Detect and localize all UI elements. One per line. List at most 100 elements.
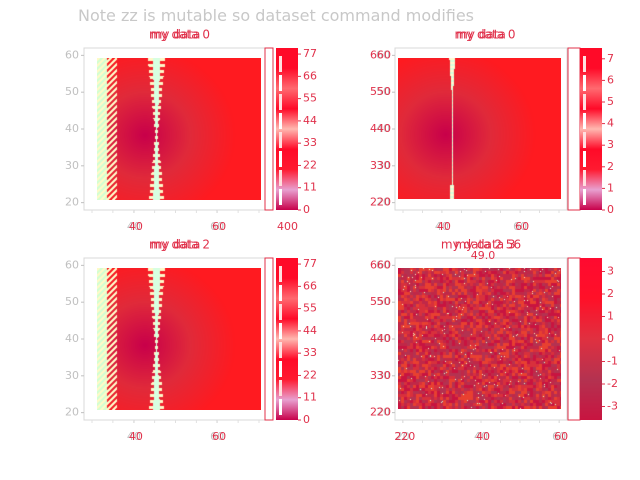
colorbar-tick-label-1-2: 2: [607, 160, 614, 173]
colorbar-tick-label-0-2: 22: [303, 158, 317, 171]
y-tick-label-0-3: 50: [65, 85, 79, 98]
x-tick-label-0-0: 40: [127, 220, 141, 233]
colorbar-tick-label-2-2: 22: [303, 368, 317, 381]
colorbar-tick-label-1-1: 1: [607, 181, 614, 194]
colorbar-stripe-0-2: [279, 94, 282, 110]
colorbar-tick-label-3-0: -3: [607, 400, 618, 413]
y-tick-label-1-0: 20: [376, 196, 390, 209]
colorbar-tick-label-0-4: 44: [303, 114, 317, 127]
y-tick-label-1-2: 40: [376, 122, 390, 135]
colorbar-stripe-0-6: [279, 170, 282, 186]
colorbar-tick-label-0-0: 0: [303, 203, 310, 216]
y-tick-label-0-2: 40: [65, 122, 79, 135]
colorbar-tick-label-1-7: 7: [607, 52, 614, 65]
colorbar-tick-label-0-3: 33: [303, 136, 317, 149]
colorbar-stripe-2-3: [279, 323, 282, 339]
colorbar-stripe-1-4: [583, 132, 586, 148]
colorbar-stripe-1-1: [583, 75, 586, 91]
colorbar-tick-label-0-6: 66: [303, 69, 317, 82]
panel-subtitle-3: 49.0: [471, 249, 496, 262]
colorbar-stripe-1-7: [583, 189, 586, 205]
figure-title: Note zz is mutable so dataset command mo…: [78, 6, 475, 25]
colorbar-gradient-3: [580, 258, 602, 420]
y-tick-label-3-3: 50: [376, 295, 390, 308]
colorbar-tick-label-0-1: 11: [303, 181, 317, 194]
y-tick-label-2-3: 50: [65, 295, 79, 308]
colorbar-stripe-2-0: [279, 266, 282, 282]
x-tick-label-2-0: 40: [127, 430, 141, 443]
y-tick-overlay-1-3: 550: [370, 85, 391, 98]
x-tick-label-1-1: 60: [513, 220, 527, 233]
colorbar-tick-label-3-1: -2: [607, 377, 618, 390]
y-tick-label-1-4: 60: [376, 48, 390, 61]
x-tick-overlay-0-0: 40: [129, 220, 143, 233]
colorbar-stripe-1-5: [583, 151, 586, 167]
colorbar-stripe-0-7: [279, 189, 282, 205]
colorbar-tick-label-2-5: 55: [303, 302, 317, 315]
y-tick-label-0-1: 30: [65, 159, 79, 172]
y-tick-overlay-3-0: 220: [370, 406, 391, 419]
y-tick-label-0-0: 20: [65, 196, 79, 209]
heatmap-image-3: [398, 268, 561, 409]
y-tick-overlay-3-3: 550: [370, 295, 391, 308]
colorbar-tick-label-3-2: -1: [607, 355, 618, 368]
heatmap-image-1: [398, 58, 561, 199]
x-tick-overlay-3-1: 40: [476, 430, 490, 443]
colorbar-tick-label-1-4: 4: [607, 117, 614, 130]
y-tick-overlay-1-4: 660: [370, 48, 391, 61]
colorbar-tick-label-3-3: 0: [607, 332, 614, 345]
colorbar-frame-3: [567, 257, 581, 421]
colorbar-tick-label-3-5: 2: [607, 287, 614, 300]
x-tick-overlay-2-0: 40: [129, 430, 143, 443]
y-tick-label-3-4: 60: [376, 258, 390, 271]
colorbar-stripe-2-1: [279, 285, 282, 301]
heatmap-image-0: [97, 58, 261, 200]
colorbar-stripe-1-0: [583, 56, 586, 72]
x-tick-label-0-1: 60: [210, 220, 224, 233]
colorbar-stripe-2-7: [279, 399, 282, 415]
x-tick-overlay-1-0: 400: [277, 220, 298, 233]
panel-title-overlay-1: my data: [456, 28, 506, 42]
x-tick-overlay-1-2: 60: [515, 220, 529, 233]
x-tick-label-3-0: 20: [396, 430, 410, 443]
colorbar-tick-label-2-7: 77: [303, 257, 317, 270]
colorbar-stripe-0-5: [279, 151, 282, 167]
colorbar-tick-label-0-5: 55: [303, 92, 317, 105]
y-tick-label-3-2: 40: [376, 332, 390, 345]
y-tick-label-2-2: 40: [65, 332, 79, 345]
colorbar-stripe-1-3: [583, 113, 586, 129]
y-tick-label-2-0: 20: [65, 406, 79, 419]
colorbar-frame-0: [264, 47, 274, 211]
colorbar-stripe-0-1: [279, 75, 282, 91]
heatmap-image-2: [97, 268, 261, 410]
y-tick-label-1-1: 30: [376, 159, 390, 172]
colorbar-tick-label-2-1: 11: [303, 391, 317, 404]
colorbar-stripe-0-4: [279, 132, 282, 148]
panel-title-overlay-0: my data: [151, 28, 201, 42]
y-tick-overlay-3-2: 440: [370, 332, 391, 345]
panel-title-overlay-2: my data: [151, 238, 201, 252]
colorbar-frame-1: [567, 47, 581, 211]
x-tick-overlay-2-1: 60: [212, 430, 226, 443]
colorbar-tick-label-2-6: 66: [303, 279, 317, 292]
colorbar-tick-label-2-3: 33: [303, 346, 317, 359]
y-tick-label-3-1: 30: [376, 369, 390, 382]
colorbar-stripe-2-2: [279, 304, 282, 320]
colorbar-stripe-2-5: [279, 361, 282, 377]
y-tick-label-3-0: 20: [376, 406, 390, 419]
panel-title-3: my data 3: [454, 238, 515, 252]
colorbar-stripe-1-2: [583, 94, 586, 110]
colorbar-stripe-0-0: [279, 56, 282, 72]
x-tick-label-3-2: 60: [552, 430, 566, 443]
colorbar-stripe-0-3: [279, 113, 282, 129]
y-tick-overlay-1-2: 440: [370, 122, 391, 135]
y-tick-label-0-4: 60: [65, 48, 79, 61]
colorbar-tick-label-2-0: 0: [303, 413, 310, 426]
colorbar-tick-label-2-4: 44: [303, 324, 317, 337]
x-tick-label-2-1: 60: [210, 430, 224, 443]
colorbar-tick-label-1-0: 0: [607, 203, 614, 216]
panel-title-0: my data 0: [149, 28, 210, 42]
y-tick-label-2-1: 30: [65, 369, 79, 382]
x-tick-label-1-0: 40: [435, 220, 449, 233]
